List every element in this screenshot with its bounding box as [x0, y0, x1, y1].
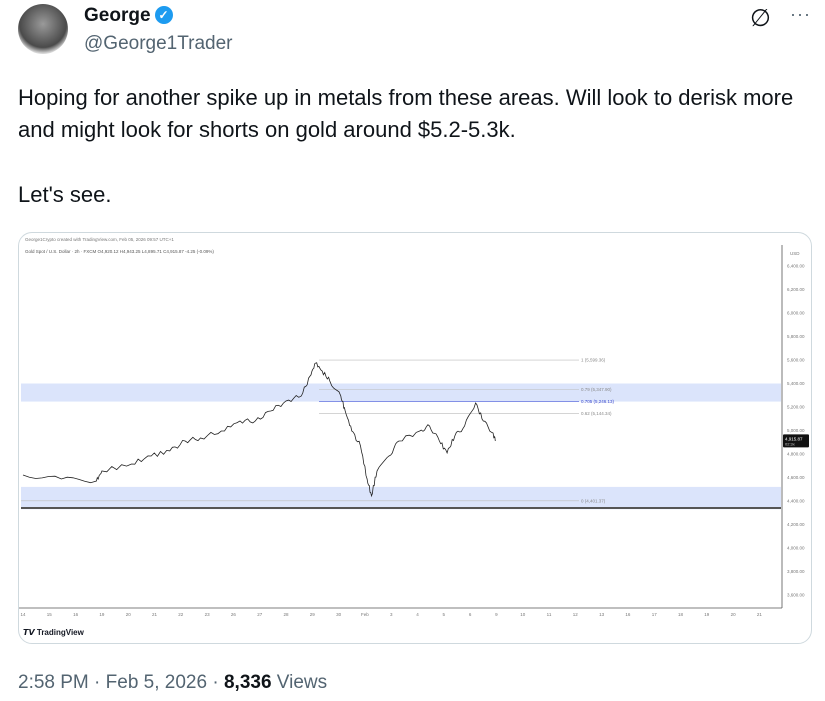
last-price-badge: [783, 434, 809, 448]
tradingview-logo: 𝙏𝙑 TradingView: [23, 628, 85, 637]
views-count: 8,336: [223, 672, 272, 693]
x-tick-label: 3: [390, 612, 393, 617]
last-price-label: 4,915.87: [785, 436, 803, 441]
y-tick-label: 5,200.00: [787, 405, 805, 410]
y-tick-label: 4,000.00: [787, 546, 805, 551]
y-tick-label: 3,800.00: [787, 569, 805, 574]
x-tick-label: 21: [152, 612, 158, 617]
chart-caption: George1Crypto created with TradingView.c…: [25, 237, 174, 242]
y-tick-label: 4,800.00: [787, 452, 805, 457]
x-tick-label: 4: [416, 612, 419, 617]
verified-badge-icon: ✓: [154, 6, 173, 24]
x-tick-label: 14: [20, 612, 26, 617]
x-tick-label: 27: [257, 612, 263, 617]
x-tick-label: 23: [205, 612, 211, 617]
x-tick-label: 5: [443, 612, 446, 617]
views-label: Views: [276, 672, 328, 693]
x-tick-label: 16: [625, 612, 631, 617]
author-name[interactable]: George ✓: [84, 5, 173, 27]
y-tick-label: 3,600.00: [787, 593, 805, 598]
avatar[interactable]: [18, 4, 68, 54]
y-axis-currency: USD: [790, 251, 800, 256]
x-tick-label: 11: [547, 612, 552, 617]
fib-label: 1 (5,599.36): [581, 358, 606, 363]
tweet-text: Hoping for another spike up in metals fr…: [18, 85, 794, 142]
x-tick-label: 19: [704, 612, 710, 617]
x-tick-label: 19: [99, 612, 105, 617]
y-tick-label: 4,200.00: [787, 522, 805, 527]
fib-label: 0.705 (5,246.13): [581, 399, 615, 404]
x-tick-label: 15: [47, 612, 53, 617]
x-tick-label: 21: [757, 612, 763, 617]
tweet-time[interactable]: 2:58 PM: [18, 672, 89, 693]
x-tick-label: 29: [310, 612, 316, 617]
more-icon[interactable]: ···: [790, 4, 811, 24]
x-tick-label: 18: [678, 612, 684, 617]
slashed-circle-icon[interactable]: ∅: [750, 5, 771, 32]
x-tick-label: 12: [573, 612, 579, 617]
x-tick-label: 9: [495, 612, 498, 617]
author-handle[interactable]: @George1Trader: [84, 33, 233, 54]
y-tick-label: 5,400.00: [787, 381, 805, 386]
y-tick-label: 5,800.00: [787, 334, 805, 339]
y-tick-label: 6,200.00: [787, 287, 805, 292]
y-tick-label: 5,600.00: [787, 358, 805, 363]
y-tick-label: 6,400.00: [787, 264, 805, 269]
y-tick-label: 4,400.00: [787, 499, 805, 504]
fib-zone-upper: [337, 383, 579, 402]
x-tick-label: 22: [178, 612, 184, 617]
price-line: [22, 362, 496, 498]
tweet-date[interactable]: Feb 5, 2026: [105, 672, 208, 693]
x-tick-label: 20: [731, 612, 737, 617]
tweet-meta: 2:58 PM · Feb 5, 2026 · 8,336 Views: [18, 672, 328, 693]
y-tick-label: 4,600.00: [787, 475, 805, 480]
chart-image[interactable]: George1Crypto created with TradingView.c…: [18, 232, 812, 644]
x-tick-label: 30: [336, 612, 342, 617]
chart-title: Gold Spot / U.S. Dollar · 2h · FXCM O4,9…: [25, 249, 214, 254]
x-tick-label: 20: [126, 612, 132, 617]
x-tick-label: 10: [520, 612, 526, 617]
last-price-sub: 02:3x: [785, 441, 795, 446]
x-tick-label: 28: [283, 612, 289, 617]
x-tick-label: 16: [73, 612, 79, 617]
x-tick-label: 13: [599, 612, 605, 617]
y-tick-label: 6,000.00: [787, 311, 805, 316]
y-tick-label: 5,000.00: [787, 428, 805, 433]
fib-label: 0 (4,401.37): [581, 498, 606, 503]
price-chart: George1Crypto created with TradingView.c…: [19, 237, 809, 637]
x-tick-label: 26: [231, 612, 237, 617]
tweet-text-2: Let's see.: [18, 182, 112, 207]
fib-label: 0.62 (5,144.34): [581, 411, 612, 416]
fib-zone: [21, 486, 781, 510]
fib-label: 0.79 (5,347.90): [581, 387, 612, 392]
x-tick-label: 17: [652, 612, 658, 617]
x-tick-label: 6: [469, 612, 472, 617]
x-tick-label: Feb: [361, 612, 369, 617]
